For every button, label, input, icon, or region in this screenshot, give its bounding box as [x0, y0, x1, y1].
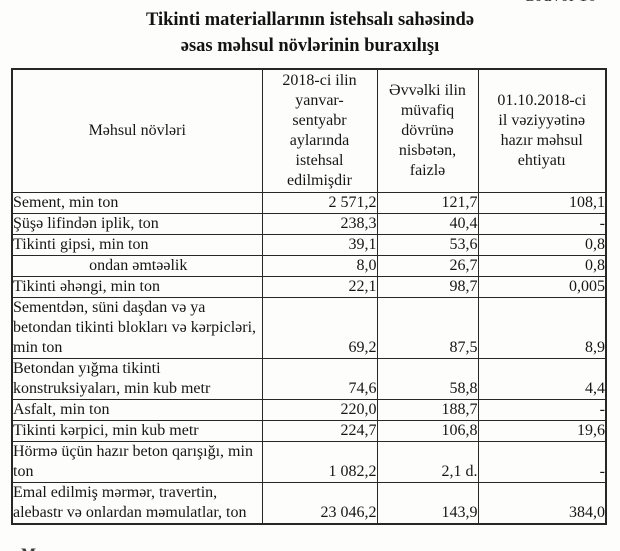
product-cell: Hörmə üçün hazır beton qarışığı, min ton	[11, 441, 263, 483]
product-cell: Emal edilmiş mərmər, travertin, alebastr…	[11, 482, 263, 525]
corner-note: Cədvəl 10	[523, 0, 597, 6]
table-body: Sement, min ton 2 571,2 121,7 108,1 Şüşə lif…	[11, 192, 607, 525]
product-cell: Şüşə lifindən iplik, ton	[11, 213, 263, 235]
produced-cell: 74,6	[261, 358, 378, 400]
table-header-row: Məhsul növləri 2018-ci ilin yanvar- sent…	[11, 68, 607, 193]
stock-cell: 108,1	[477, 192, 607, 214]
percent-cell: 2,1 d.	[376, 441, 479, 483]
header-produced-2018: 2018-ci ilin yanvar- sentyabr aylarında …	[261, 68, 378, 193]
product-cell: ondan əmtəəlik	[11, 255, 263, 277]
produced-cell: 1 082,2	[261, 441, 378, 483]
table-row: Sementdən, süni daşdan və ya betondan ti…	[11, 297, 607, 359]
produced-cell: 8,0	[261, 255, 378, 277]
stock-cell: 384,0	[477, 482, 607, 525]
table-row: ondan əmtəəlik 8,0 26,7 0,8	[11, 255, 607, 277]
footer-fragment: M	[21, 546, 36, 551]
product-cell: Tikinti əhəngi, min ton	[11, 276, 263, 298]
percent-cell: 40,4	[376, 213, 479, 235]
table-row: Betondan yığma tikinti konstruksiyaları,…	[11, 358, 607, 400]
percent-cell: 53,6	[376, 234, 479, 256]
produced-cell: 23 046,2	[261, 482, 378, 525]
stock-cell: 0,8	[477, 255, 607, 277]
header-ready-stock: 01.10.2018-ci il vəziyyətinə hazır məhsu…	[477, 68, 607, 193]
header-product-types: Məhsul növləri	[11, 68, 263, 193]
produced-cell: 224,7	[261, 420, 378, 442]
percent-cell: 106,8	[376, 420, 479, 442]
table-row: Tikinti kərpici, min kub metr 224,7 106,8 1…	[11, 420, 607, 442]
percent-cell: 188,7	[376, 399, 479, 421]
produced-cell: 22,1	[261, 276, 378, 298]
percent-cell: 121,7	[376, 192, 479, 214]
stock-cell: 19,6	[477, 420, 607, 442]
stock-cell: 0,8	[477, 234, 607, 256]
stock-cell: -	[477, 213, 607, 235]
table-row: Sement, min ton 2 571,2 121,7 108,1	[11, 192, 607, 214]
percent-cell: 98,7	[376, 276, 479, 298]
stock-cell: -	[477, 399, 607, 421]
percent-cell: 58,8	[376, 358, 479, 400]
percent-cell: 26,7	[376, 255, 479, 277]
stock-cell: 8,9	[477, 297, 607, 359]
page-title-line1: Tikinti materiallarının istehsalı sahəsi…	[145, 10, 475, 30]
product-cell: Tikinti kərpici, min kub metr	[11, 420, 263, 442]
table-row: Emal edilmiş mərmər, travertin, alebastr…	[11, 482, 607, 525]
table-row: Şüşə lifindən iplik, ton 238,3 40,4-	[11, 213, 607, 235]
produced-cell: 220,0	[261, 399, 378, 421]
table-row: Hörmə üçün hazır beton qarışığı, min ton…	[11, 441, 607, 483]
page-title: Tikinti materiallarının istehsalı sahəsi…	[0, 7, 620, 59]
product-cell: Betondan yığma tikinti konstruksiyaları,…	[11, 358, 263, 400]
percent-cell: 143,9	[376, 482, 479, 525]
table-row: Tikinti gipsi, min ton 39,1 53,6 0,8	[11, 234, 607, 256]
percent-cell: 87,5	[376, 297, 479, 359]
statistics-table: Məhsul növləri 2018-ci ilin yanvar- sent…	[11, 68, 607, 525]
stock-cell: 0,005	[477, 276, 607, 298]
header-percent-previous-year: Əvvəlki ilin müvafiq dövrünə nisbətən, f…	[376, 68, 479, 193]
product-cell: Sementdən, süni daşdan və ya betondan ti…	[11, 297, 263, 359]
table-row: Asfalt, min ton 220,0 188,7-	[11, 399, 607, 421]
produced-cell: 2 571,2	[261, 192, 378, 214]
page-title-line2: əsas məhsul növlərinin buraxılışı	[180, 36, 440, 56]
product-cell: Tikinti gipsi, min ton	[11, 234, 263, 256]
produced-cell: 238,3	[261, 213, 378, 235]
product-cell: Asfalt, min ton	[11, 399, 263, 421]
table-row: Tikinti əhəngi, min ton 22,1 98,7 0,005	[11, 276, 607, 298]
stock-cell: 4,4	[477, 358, 607, 400]
product-cell: Sement, min ton	[11, 192, 263, 214]
stock-cell: -	[477, 441, 607, 483]
produced-cell: 39,1	[261, 234, 378, 256]
produced-cell: 69,2	[261, 297, 378, 359]
